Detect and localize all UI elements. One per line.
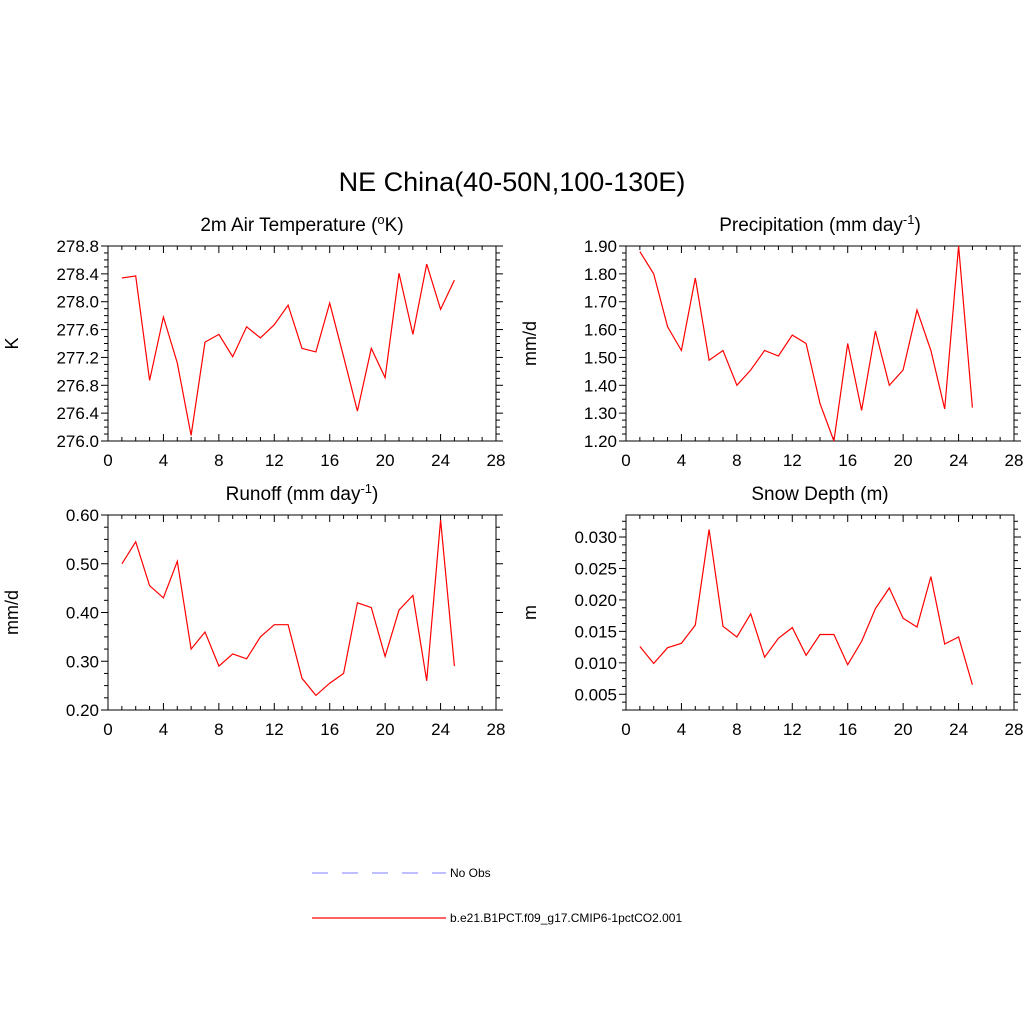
panel-title-text-end: ) — [914, 215, 920, 236]
panel-title-text: Snow Depth (m) — [751, 484, 888, 505]
x-tick-label: 12 — [265, 720, 284, 739]
x-tick-label: 12 — [783, 720, 802, 739]
x-tick-label: 8 — [732, 720, 741, 739]
x-tick-label: 28 — [1005, 451, 1024, 470]
y-tick-label: 276.8 — [56, 376, 99, 395]
legend-label: b.e21.B1PCT.f09_g17.CMIP6-1pctCO2.001 — [450, 911, 682, 925]
y-tick-label: 278.0 — [56, 293, 99, 312]
x-tick-label: 8 — [214, 720, 223, 739]
x-tick-label: 0 — [621, 451, 630, 470]
x-tick-label: 28 — [487, 720, 506, 739]
x-tick-label: 4 — [159, 720, 168, 739]
y-tick-label: 1.30 — [584, 404, 617, 423]
y-tick-label: 1.70 — [584, 293, 617, 312]
panel-title: 2m Air Temperature (oK) — [200, 212, 403, 236]
x-tick-label: 0 — [103, 720, 112, 739]
y-tick-label: 277.2 — [56, 348, 99, 367]
series-line — [639, 529, 973, 685]
series-line — [639, 245, 973, 442]
chart-panel-4: Snow Depth (m) 0 4 8 12 16 20 24 28 0.005 0.010 0.0… — [520, 484, 1023, 739]
x-tick-label: 8 — [214, 451, 223, 470]
panel-title-text: Runoff (mm day — [226, 484, 361, 505]
y-axis-label: mm/d — [2, 590, 22, 635]
series-line — [121, 519, 455, 697]
plot-frame — [625, 514, 1015, 711]
chart-panel-3: Runoff (mm day-1) 0 4 8 12 16 20 24 28 0.20 0.30 0.… — [2, 481, 505, 739]
y-axis-label: K — [2, 337, 22, 349]
x-tick-label: 16 — [320, 720, 339, 739]
legend: No Obs b.e21.B1PCT.f09_g17.CMIP6-1pctCO2.… — [312, 866, 682, 925]
panel-title-text-end: K) — [385, 215, 404, 236]
x-tick-label: 24 — [431, 451, 450, 470]
x-tick-label: 0 — [621, 720, 630, 739]
figure-title: NE China(40-50N,100-130E) — [339, 167, 686, 197]
panel-title-superscript: -1 — [360, 481, 372, 496]
x-tick-label: 12 — [265, 451, 284, 470]
x-tick-label: 12 — [783, 451, 802, 470]
y-axis-label: m — [520, 605, 540, 620]
x-tick-label: 4 — [677, 451, 686, 470]
y-tick-label: 1.60 — [584, 321, 617, 340]
x-tick-label: 20 — [376, 720, 395, 739]
x-tick-label: 8 — [732, 451, 741, 470]
x-tick-label: 20 — [894, 451, 913, 470]
y-tick-label: 0.030 — [574, 528, 617, 547]
x-tick-label: 24 — [431, 720, 450, 739]
y-tick-label: 0.40 — [66, 604, 99, 623]
y-axis-label: mm/d — [520, 321, 540, 366]
panel-title: Runoff (mm day-1) — [226, 481, 379, 505]
panel-title-superscript: o — [377, 212, 384, 227]
chart-panels: 2m Air Temperature (oK)0 4 8 12 16 20 24 28276.… — [2, 212, 1023, 739]
x-tick-label: 24 — [949, 451, 968, 470]
y-tick-label: 278.4 — [56, 265, 99, 284]
y-tick-label: 1.20 — [584, 432, 617, 451]
plot-frame — [107, 514, 497, 711]
x-tick-label: 0 — [103, 451, 112, 470]
y-tick-label: 278.8 — [56, 237, 99, 256]
x-tick-label: 4 — [159, 451, 168, 470]
y-tick-label: 1.90 — [584, 237, 617, 256]
x-tick-label: 28 — [1005, 720, 1024, 739]
y-tick-label: 0.50 — [66, 555, 99, 574]
panel-title-text-end: ) — [372, 484, 378, 505]
y-tick-label: 0.025 — [574, 559, 617, 578]
x-tick-label: 4 — [677, 720, 686, 739]
panel-title-text: 2m Air Temperature ( — [200, 215, 378, 236]
y-tick-label: 0.20 — [66, 701, 99, 720]
y-tick-label: 0.010 — [574, 654, 617, 673]
y-tick-label: 0.60 — [66, 506, 99, 525]
y-tick-label: 0.005 — [574, 685, 617, 704]
x-tick-label: 20 — [894, 720, 913, 739]
y-tick-label: 1.40 — [584, 376, 617, 395]
panel-title: Precipitation (mm day-1) — [719, 212, 921, 236]
x-tick-label: 16 — [320, 451, 339, 470]
chart-panel-1: 2m Air Temperature (oK) 0 4 8 12 16 20 24 28 276.… — [2, 212, 505, 470]
x-tick-label: 20 — [376, 451, 395, 470]
panel-title: Snow Depth (m) — [751, 484, 888, 505]
y-tick-label: 1.80 — [584, 265, 617, 284]
y-tick-label: 277.6 — [56, 321, 99, 340]
y-tick-label: 0.020 — [574, 591, 617, 610]
x-tick-label: 28 — [487, 451, 506, 470]
panel-title-text: Precipitation (mm day — [719, 215, 903, 236]
legend-label: No Obs — [450, 866, 491, 880]
x-tick-label: 16 — [838, 720, 857, 739]
y-tick-label: 1.50 — [584, 348, 617, 367]
panel-title-superscript: -1 — [903, 212, 915, 227]
y-tick-label: 276.4 — [56, 404, 99, 423]
series-line — [121, 263, 455, 436]
plot-frame — [107, 245, 497, 442]
y-tick-label: 276.0 — [56, 432, 99, 451]
x-tick-label: 24 — [949, 720, 968, 739]
y-tick-label: 0.015 — [574, 622, 617, 641]
x-tick-label: 16 — [838, 451, 857, 470]
chart-panel-2: Precipitation (mm day-1) 0 4 8 12 16 20 24 28 1.2… — [520, 212, 1023, 470]
y-tick-label: 0.30 — [66, 652, 99, 671]
